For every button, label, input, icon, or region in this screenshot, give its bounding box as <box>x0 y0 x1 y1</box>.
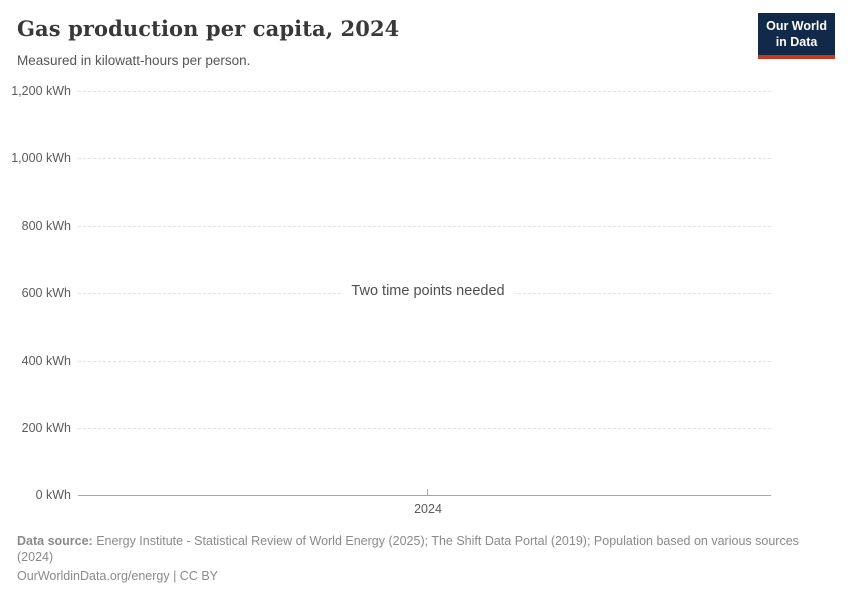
y-tick-label: 1,200 kWh <box>11 84 71 98</box>
chart-empty-message: Two time points needed <box>341 283 515 299</box>
owid-logo-line2: in Data <box>775 35 818 50</box>
gridline-row: 1,000 kWh <box>0 149 771 167</box>
y-tick-label: 800 kWh <box>21 219 71 233</box>
owid-logo-line1: Our World <box>766 19 827 33</box>
footer-license-link[interactable]: OurWorldinData.org/energy | CC BY <box>17 569 219 583</box>
footer-source: Data source: Energy Institute - Statisti… <box>17 533 814 566</box>
gridline <box>78 90 771 92</box>
y-tick-label: 600 kWh <box>21 286 71 300</box>
gridline <box>78 225 771 227</box>
y-tick-label: 1,000 kWh <box>11 151 71 165</box>
gridline <box>78 360 771 362</box>
y-tick-label: 0 kWh <box>35 488 71 502</box>
x-axis-row: 0 kWh <box>0 486 771 504</box>
footer-source-label: Data source: <box>17 534 93 548</box>
gridline-row: 400 kWh <box>0 352 771 370</box>
page-title: Gas production per capita, 2024 <box>17 16 400 41</box>
owid-logo[interactable]: Our World in Data <box>758 13 835 59</box>
y-tick-label: 200 kWh <box>21 421 71 435</box>
gridline-row: 1,200 kWh <box>0 82 771 100</box>
footer-source-text: Energy Institute - Statistical Review of… <box>17 534 799 565</box>
x-tick-mark <box>427 489 428 496</box>
gridline-row: 800 kWh <box>0 217 771 235</box>
chart-subtitle: Measured in kilowatt-hours per person. <box>17 53 251 68</box>
gridline <box>78 157 771 159</box>
x-axis-line <box>78 494 771 496</box>
gridline-row: 200 kWh <box>0 419 771 437</box>
y-tick-label: 400 kWh <box>21 354 71 368</box>
x-tick-label: 2024 <box>414 502 442 516</box>
gridline <box>78 427 771 429</box>
